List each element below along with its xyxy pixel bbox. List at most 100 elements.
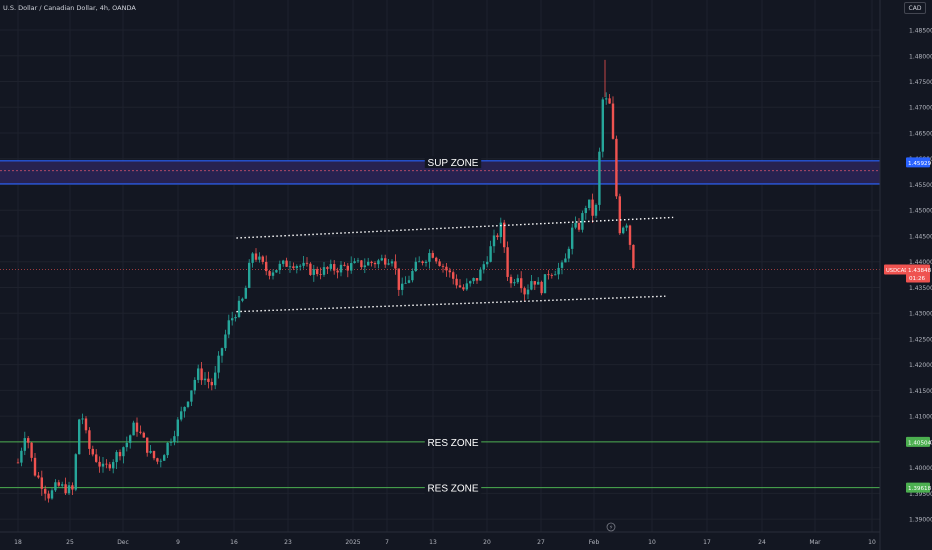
candle-body bbox=[74, 454, 77, 490]
candle-body bbox=[166, 442, 169, 456]
candle-body bbox=[81, 418, 84, 420]
candle-body bbox=[54, 482, 57, 491]
candle-body bbox=[224, 334, 227, 349]
candle-body bbox=[57, 482, 60, 486]
candle-body bbox=[632, 244, 635, 269]
candle-body bbox=[271, 272, 275, 276]
candle-body bbox=[197, 368, 200, 380]
candle-body bbox=[183, 406, 186, 412]
candle-body bbox=[207, 378, 210, 382]
candle-body bbox=[533, 281, 536, 285]
candle-body bbox=[237, 300, 241, 318]
candle-body bbox=[295, 266, 298, 269]
candle-body bbox=[108, 464, 111, 469]
candle-body bbox=[377, 260, 380, 265]
candle-body bbox=[418, 261, 421, 263]
candle-body bbox=[169, 441, 173, 443]
candle-body bbox=[299, 265, 302, 267]
candle-body bbox=[509, 276, 513, 284]
candle-body bbox=[288, 266, 292, 268]
candle-body bbox=[601, 99, 604, 152]
candle-body bbox=[282, 260, 285, 264]
candle-body bbox=[455, 278, 458, 286]
event-marker-icon[interactable] bbox=[606, 522, 616, 532]
y-tick-label: 1.47000 bbox=[909, 105, 932, 112]
candle-body bbox=[122, 447, 125, 457]
candle-body bbox=[339, 264, 343, 273]
currency-button[interactable]: CAD bbox=[904, 2, 926, 14]
trendline bbox=[236, 295, 666, 313]
candle-body bbox=[67, 485, 71, 494]
candle-body bbox=[333, 264, 336, 271]
candle-body bbox=[520, 278, 523, 289]
x-tick-label: 24 bbox=[758, 539, 766, 546]
candle-body bbox=[540, 281, 543, 294]
candle-body bbox=[173, 436, 176, 442]
x-tick-label: Feb bbox=[589, 539, 600, 546]
candle-body bbox=[241, 298, 244, 301]
y-tick-label: 1.39000 bbox=[909, 517, 932, 524]
candle-body bbox=[156, 458, 159, 462]
candle-body bbox=[27, 438, 30, 443]
x-tick-label: Mar bbox=[809, 539, 821, 546]
candle-body bbox=[441, 265, 445, 267]
candle-body bbox=[135, 422, 139, 432]
candle-body bbox=[329, 264, 332, 269]
candle-body bbox=[346, 265, 349, 271]
candle-body bbox=[462, 287, 465, 290]
candle-body bbox=[98, 461, 101, 467]
candle-body bbox=[550, 275, 553, 276]
candle-body bbox=[190, 390, 193, 402]
candle-body bbox=[424, 261, 428, 264]
candle-body bbox=[414, 261, 417, 271]
x-tick-label: 20 bbox=[483, 539, 491, 546]
event-marker-bolt bbox=[609, 524, 613, 530]
candle-body bbox=[486, 261, 489, 265]
candle-body bbox=[353, 261, 356, 264]
x-tick-label: 18 bbox=[14, 539, 22, 546]
candle-body bbox=[115, 452, 118, 463]
zone-label: RES ZONE bbox=[427, 438, 478, 449]
candle-body bbox=[465, 283, 468, 290]
candle-body bbox=[598, 151, 601, 205]
candle-body bbox=[628, 225, 632, 245]
candle-body bbox=[411, 270, 414, 281]
candle-body bbox=[537, 281, 540, 285]
sup-zone-price-tag: 1.45929 bbox=[908, 161, 932, 167]
candle-body bbox=[176, 419, 179, 437]
symbol-title: U.S. Dollar / Canadian Dollar, 4h, OANDA bbox=[3, 4, 136, 12]
candle-body bbox=[547, 274, 550, 276]
candle-body bbox=[105, 463, 108, 465]
candle-body bbox=[88, 430, 91, 449]
x-tick-label: 16 bbox=[230, 539, 238, 546]
candle-body bbox=[370, 261, 373, 263]
candle-body bbox=[40, 477, 43, 489]
candle-body bbox=[560, 262, 564, 268]
candle-body bbox=[33, 457, 37, 476]
candle-body bbox=[203, 378, 207, 381]
last-price-tag-bg bbox=[906, 264, 930, 283]
y-tick-label: 1.46500 bbox=[909, 130, 932, 137]
x-tick-label: 13 bbox=[429, 539, 437, 546]
candle-body bbox=[101, 463, 105, 467]
candle-body bbox=[503, 222, 506, 248]
zone-label: SUP ZONE bbox=[428, 158, 479, 169]
candle-body bbox=[472, 278, 475, 282]
candle-body bbox=[84, 418, 88, 431]
y-tick-label: 1.43500 bbox=[909, 285, 932, 292]
candle-body bbox=[506, 247, 509, 277]
candle-body bbox=[404, 282, 407, 284]
candle-body bbox=[37, 475, 40, 478]
candle-body bbox=[584, 208, 587, 214]
candle-body bbox=[261, 256, 264, 262]
candle-body bbox=[356, 260, 360, 262]
candle-body bbox=[482, 264, 485, 270]
candle-body bbox=[227, 320, 230, 335]
candle-body bbox=[401, 283, 404, 290]
candle-body bbox=[431, 253, 434, 258]
y-tick-label: 1.48500 bbox=[909, 28, 932, 35]
candle-body bbox=[571, 227, 574, 249]
symbol-tag-bg bbox=[884, 264, 907, 275]
candle-body bbox=[292, 266, 295, 269]
